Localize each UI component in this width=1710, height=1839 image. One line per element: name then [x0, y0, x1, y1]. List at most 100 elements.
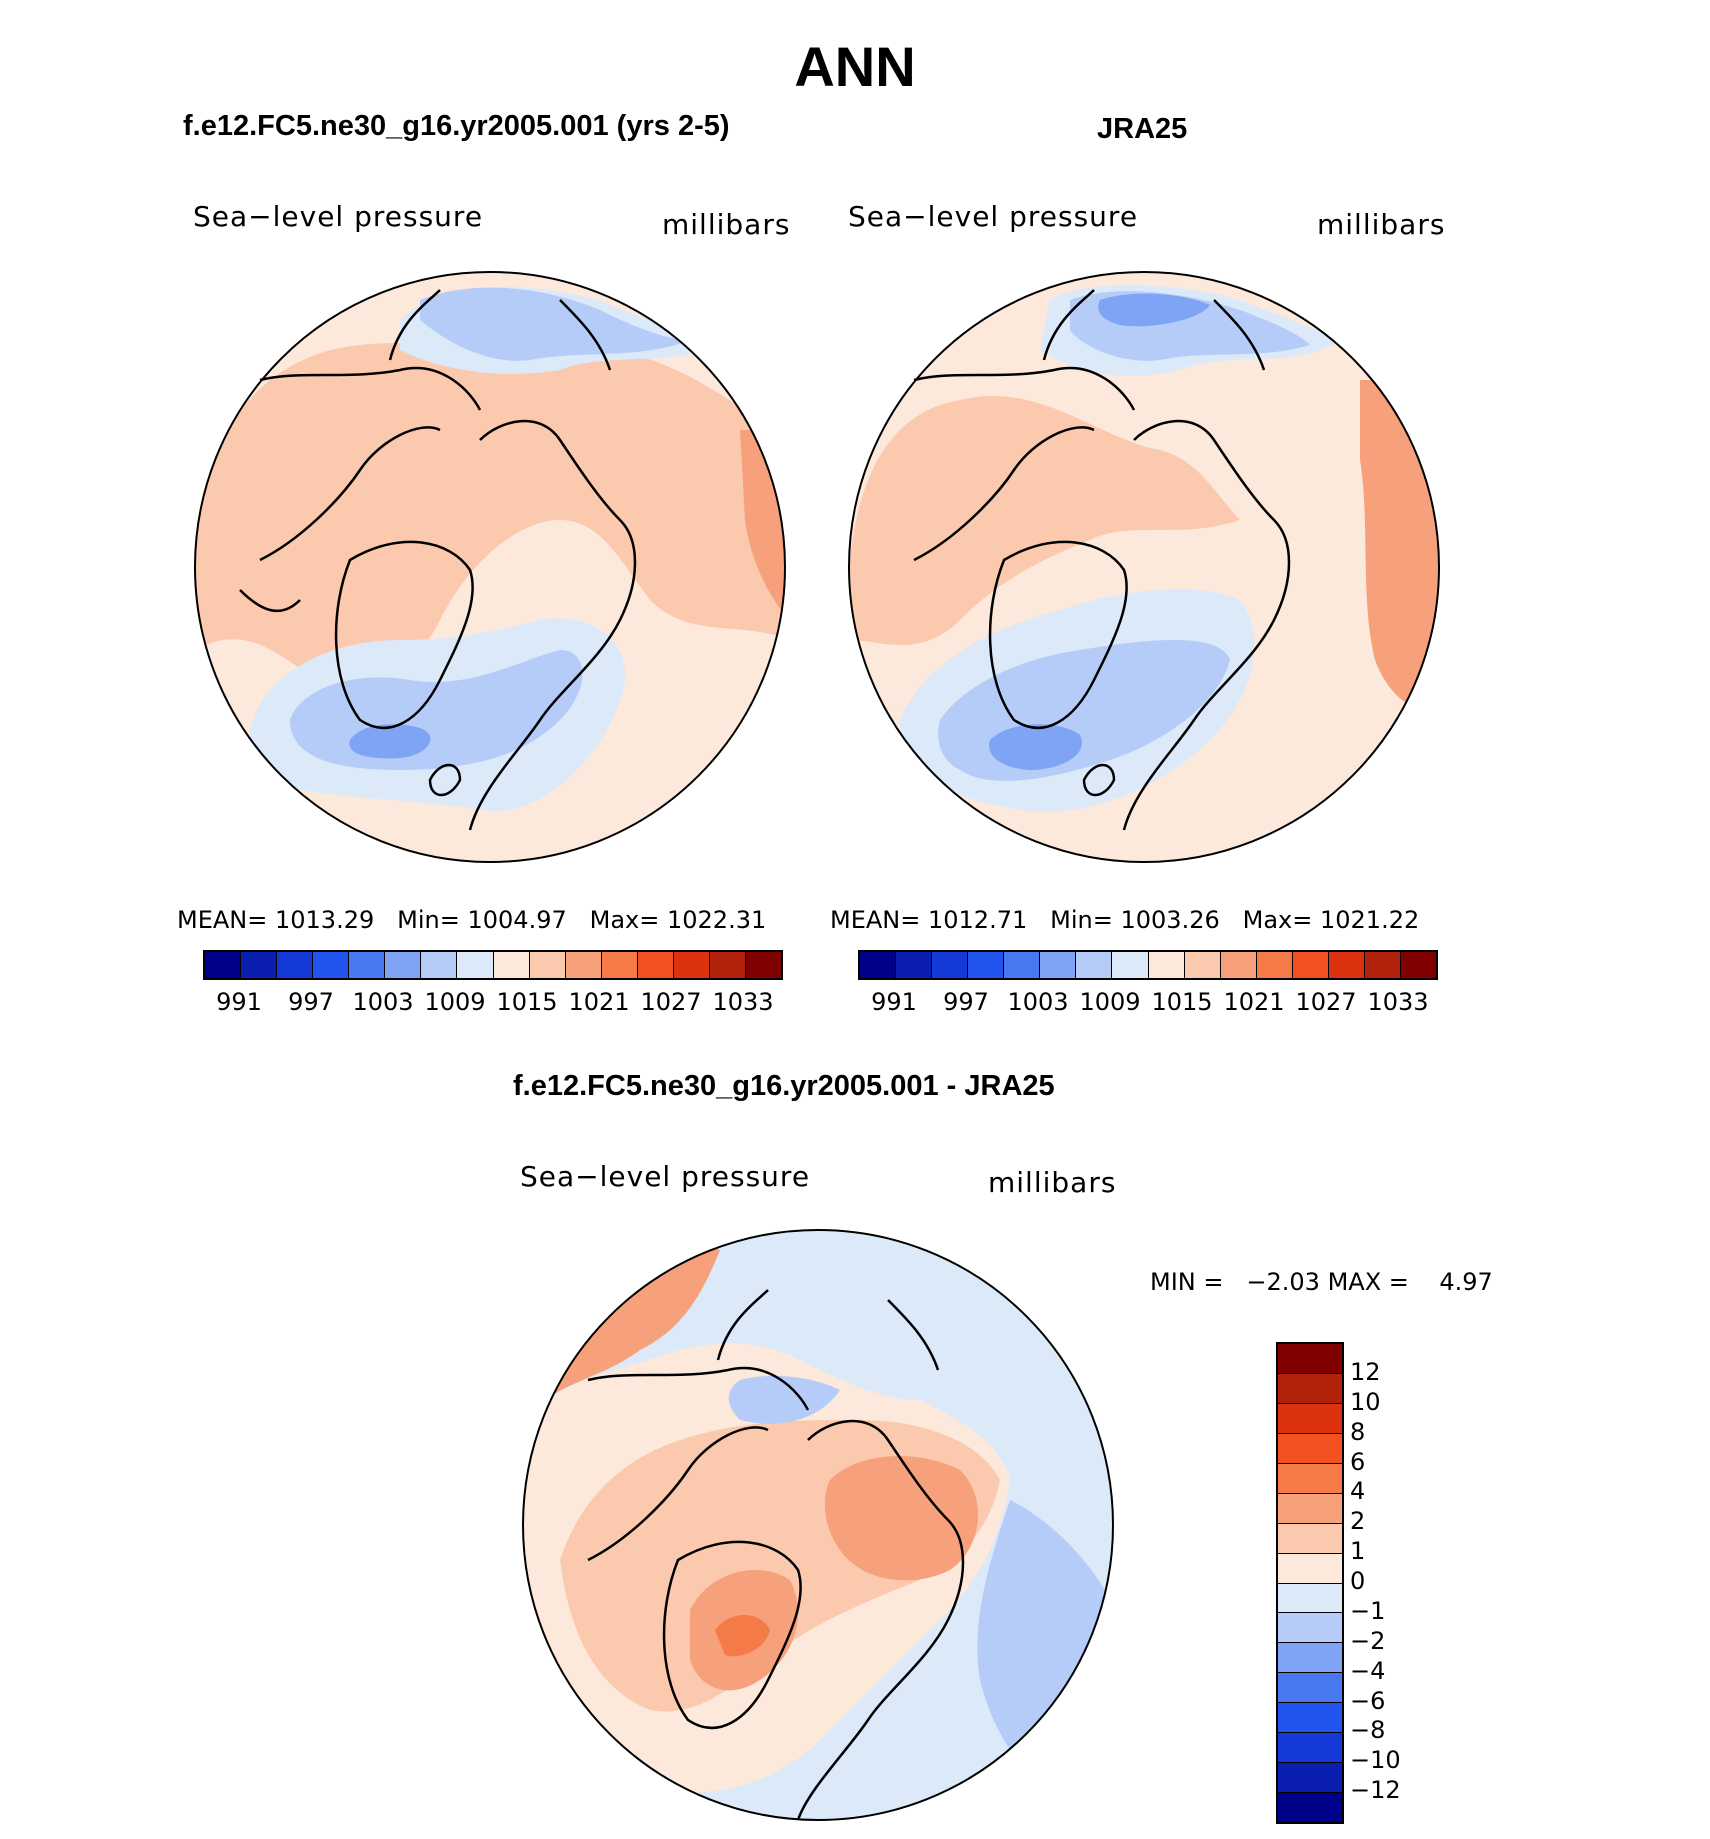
- colorbar-tick-label: −4: [1350, 1656, 1386, 1685]
- obs-min-label: Min=: [1050, 906, 1113, 934]
- colorbar-swatch: [529, 952, 566, 978]
- colorbar-swatch: [1076, 952, 1113, 978]
- obs-stats: MEAN= 1012.71 Min= 1003.26 Max= 1021.22: [830, 906, 1419, 934]
- model-stats: MEAN= 1013.29 Min= 1004.97 Max= 1022.31: [177, 906, 766, 934]
- model-high-pressure-area: [195, 342, 785, 686]
- colorbar-tick-label: −10: [1350, 1746, 1401, 1775]
- colorbar-swatch: [1256, 952, 1293, 978]
- obs-panel-title: JRA25: [1097, 113, 1188, 145]
- colorbar-swatch: [1278, 1703, 1342, 1734]
- colorbar-swatch: [1112, 952, 1149, 978]
- obs-variable-label: Sea−level pressure: [848, 200, 1139, 233]
- diff-units-label: millibars: [988, 1166, 1117, 1199]
- colorbar-swatch: [860, 952, 897, 978]
- colorbar-swatch: [1148, 952, 1185, 978]
- colorbar-tick-label: 1: [1350, 1537, 1366, 1566]
- obs-units-label: millibars: [1317, 208, 1446, 241]
- diff-min-value: −2.03: [1246, 1268, 1320, 1296]
- colorbar-swatch: [205, 952, 242, 978]
- model-min-label: Min=: [397, 906, 460, 934]
- model-aleutian-low: [420, 287, 690, 361]
- colorbar-swatch: [1278, 1733, 1342, 1764]
- colorbar-swatch: [1278, 1613, 1342, 1644]
- model-mean-label: MEAN=: [177, 906, 268, 934]
- diff-variable-label: Sea−level pressure: [520, 1160, 811, 1193]
- colorbar-swatch: [1278, 1344, 1342, 1374]
- colorbar-swatch: [968, 952, 1005, 978]
- colorbar-swatch: [896, 952, 933, 978]
- obs-mean-value: 1012.71: [928, 906, 1028, 934]
- colorbar-swatch: [1040, 952, 1077, 978]
- obs-colorbar: [858, 950, 1438, 980]
- colorbar-tick-label: −6: [1350, 1686, 1386, 1715]
- colorbar-swatch: [1278, 1433, 1342, 1464]
- colorbar-tick-label: 1033: [1367, 988, 1429, 1016]
- colorbar-tick-label: 1021: [568, 988, 630, 1016]
- colorbar-swatch: [1278, 1523, 1342, 1554]
- colorbar-swatch: [1364, 952, 1401, 978]
- colorbar-swatch: [1400, 952, 1436, 978]
- colorbar-swatch: [277, 952, 314, 978]
- colorbar-swatch: [709, 952, 746, 978]
- model-mean-value: 1013.29: [275, 906, 375, 934]
- colorbar-swatch: [1184, 952, 1221, 978]
- diff-eurasian-max: [824, 1456, 979, 1581]
- colorbar-tick-label: 1021: [1223, 988, 1285, 1016]
- colorbar-tick-label: 997: [288, 988, 334, 1016]
- diff-panel-title: f.e12.FC5.ne30_g16.yr2005.001 - JRA25: [513, 1070, 1055, 1102]
- model-min-value: 1004.97: [467, 906, 567, 934]
- obs-min-value: 1003.26: [1120, 906, 1220, 934]
- colorbar-tick-label: 997: [943, 988, 989, 1016]
- model-max-label: Max=: [589, 906, 660, 934]
- colorbar-tick-label: 0: [1350, 1567, 1366, 1595]
- model-colorbar: [203, 950, 783, 980]
- colorbar-swatch: [457, 952, 494, 978]
- colorbar-tick-label: 1009: [1079, 988, 1141, 1016]
- colorbar-swatch: [1292, 952, 1329, 978]
- colorbar-tick-label: 1033: [712, 988, 774, 1016]
- colorbar-tick-label: −8: [1350, 1716, 1386, 1745]
- colorbar-tick-label: 2: [1350, 1507, 1366, 1536]
- model-panel-title: f.e12.FC5.ne30_g16.yr2005.001 (yrs 2-5): [183, 110, 730, 142]
- diff-stats: MIN = −2.03 MAX = 4.97: [1150, 1268, 1493, 1296]
- colorbar-swatch: [1328, 952, 1365, 978]
- colorbar-swatch: [1220, 952, 1257, 978]
- colorbar-swatch: [1278, 1493, 1342, 1524]
- colorbar-swatch: [493, 952, 530, 978]
- colorbar-tick-label: 1015: [496, 988, 558, 1016]
- colorbar-swatch: [745, 952, 781, 978]
- model-units-label: millibars: [662, 208, 791, 241]
- colorbar-swatch: [673, 952, 710, 978]
- obs-max-label: Max=: [1242, 906, 1313, 934]
- colorbar-tick-label: 1009: [424, 988, 486, 1016]
- diff-coastlines: [587, 1289, 965, 1821]
- diff-greenland-max: [715, 1615, 770, 1657]
- colorbar-swatch: [349, 952, 386, 978]
- colorbar-swatch: [421, 952, 458, 978]
- obs-arctic-high: [850, 395, 1240, 645]
- obs-mean-label: MEAN=: [830, 906, 921, 934]
- diff-max-value: 4.97: [1439, 1268, 1493, 1296]
- colorbar-swatch: [1278, 1673, 1342, 1704]
- difference-colorbar: [1276, 1342, 1344, 1824]
- colorbar-swatch: [1004, 952, 1041, 978]
- colorbar-swatch: [241, 952, 278, 978]
- colorbar-swatch: [637, 952, 674, 978]
- colorbar-swatch: [932, 952, 969, 978]
- colorbar-tick-label: 1027: [640, 988, 702, 1016]
- model-coastlines: [239, 289, 637, 831]
- colorbar-swatch: [601, 952, 638, 978]
- model-max-value: 1022.31: [667, 906, 767, 934]
- colorbar-swatch: [1278, 1403, 1342, 1434]
- colorbar-tick-label: 12: [1350, 1357, 1381, 1386]
- colorbar-tick-label: 991: [871, 988, 917, 1016]
- colorbar-swatch: [385, 952, 422, 978]
- colorbar-swatch: [1278, 1553, 1342, 1584]
- colorbar-tick-label: 1003: [352, 988, 414, 1016]
- colorbar-tick-label: −1: [1350, 1596, 1386, 1625]
- colorbar-tick-label: 10: [1350, 1387, 1381, 1416]
- diff-min-label: MIN =: [1150, 1268, 1224, 1296]
- difference-map: [522, 1229, 1114, 1821]
- colorbar-swatch: [1278, 1643, 1342, 1674]
